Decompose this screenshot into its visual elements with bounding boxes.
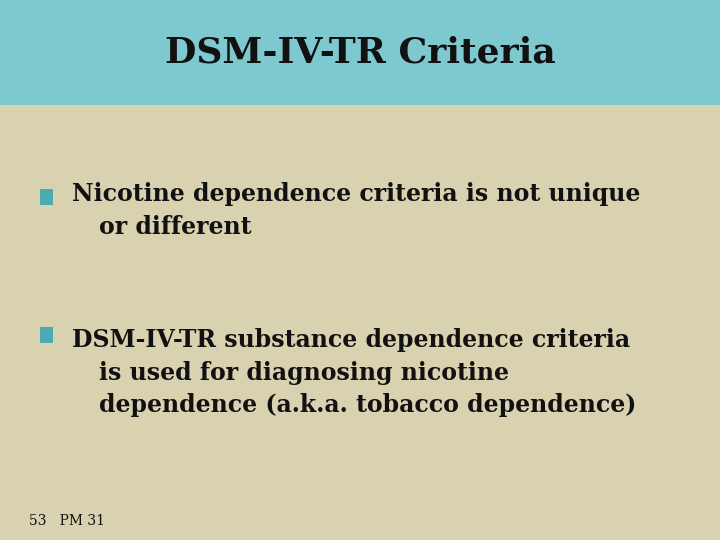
Text: 53   PM 31: 53 PM 31: [29, 514, 105, 528]
Text: dependence (a.k.a. tobacco dependence): dependence (a.k.a. tobacco dependence): [99, 393, 636, 417]
Text: DSM-IV-TR substance dependence criteria: DSM-IV-TR substance dependence criteria: [72, 328, 630, 352]
Text: or different: or different: [99, 215, 252, 239]
Bar: [40, 327, 53, 343]
Bar: [0, 0, 720, 105]
Text: Nicotine dependence criteria is not unique: Nicotine dependence criteria is not uniq…: [72, 183, 640, 206]
Bar: [40, 189, 53, 205]
Text: is used for diagnosing nicotine: is used for diagnosing nicotine: [99, 361, 509, 384]
Text: DSM-IV-TR Criteria: DSM-IV-TR Criteria: [165, 36, 555, 70]
